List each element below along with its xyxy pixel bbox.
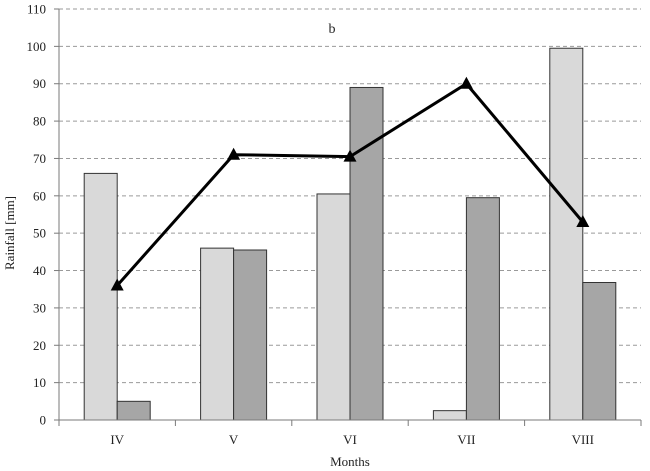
bar-series-1 xyxy=(316,193,351,421)
line-series xyxy=(110,76,590,291)
y-tick-labels: 0 10 20 30 40 50 60 70 80 90 100 110 xyxy=(27,2,47,428)
bar-series-1 xyxy=(83,172,118,421)
x-axis-label: Months xyxy=(330,454,370,469)
bar-series-1 xyxy=(549,47,584,421)
x-tick-label: VII xyxy=(457,432,475,447)
y-tick-label: 90 xyxy=(33,76,46,91)
bars xyxy=(83,47,617,421)
y-tick-label: 100 xyxy=(27,39,47,54)
y-tick-label: 60 xyxy=(33,188,46,203)
x-tick-labels: IV V VI VII VIII xyxy=(110,432,594,447)
bar-series-2 xyxy=(465,197,500,421)
line-point-triangle xyxy=(343,149,357,162)
y-tick-label: 20 xyxy=(33,338,46,353)
line-point-triangle xyxy=(110,278,124,291)
x-tick-label: VIII xyxy=(572,432,594,447)
y-tick-label: 110 xyxy=(27,2,46,17)
y-tick-label: 40 xyxy=(33,263,46,278)
bar-series-2 xyxy=(116,400,151,421)
y-tick-label: 50 xyxy=(33,226,46,241)
y-tick-label: 30 xyxy=(33,300,46,315)
y-axis-label: Rainfall [mm] xyxy=(2,196,17,270)
x-tick-label: IV xyxy=(110,432,124,447)
y-tick-label: 70 xyxy=(33,151,46,166)
line-point-triangle xyxy=(576,214,590,227)
y-tick-label: 80 xyxy=(33,114,46,129)
axes xyxy=(54,8,642,426)
x-tick-label: V xyxy=(229,432,239,447)
line-point-triangle xyxy=(459,76,473,89)
chart-title: b xyxy=(329,22,336,37)
y-tick-label: 0 xyxy=(40,413,47,428)
x-tick-label: VI xyxy=(343,432,357,447)
bar-series-1 xyxy=(432,410,467,421)
bar-series-2 xyxy=(582,282,617,421)
line-point-triangle xyxy=(227,147,241,160)
y-tick-label: 10 xyxy=(33,375,46,390)
bar-series-1 xyxy=(200,247,235,421)
bar-series-2 xyxy=(233,249,268,421)
